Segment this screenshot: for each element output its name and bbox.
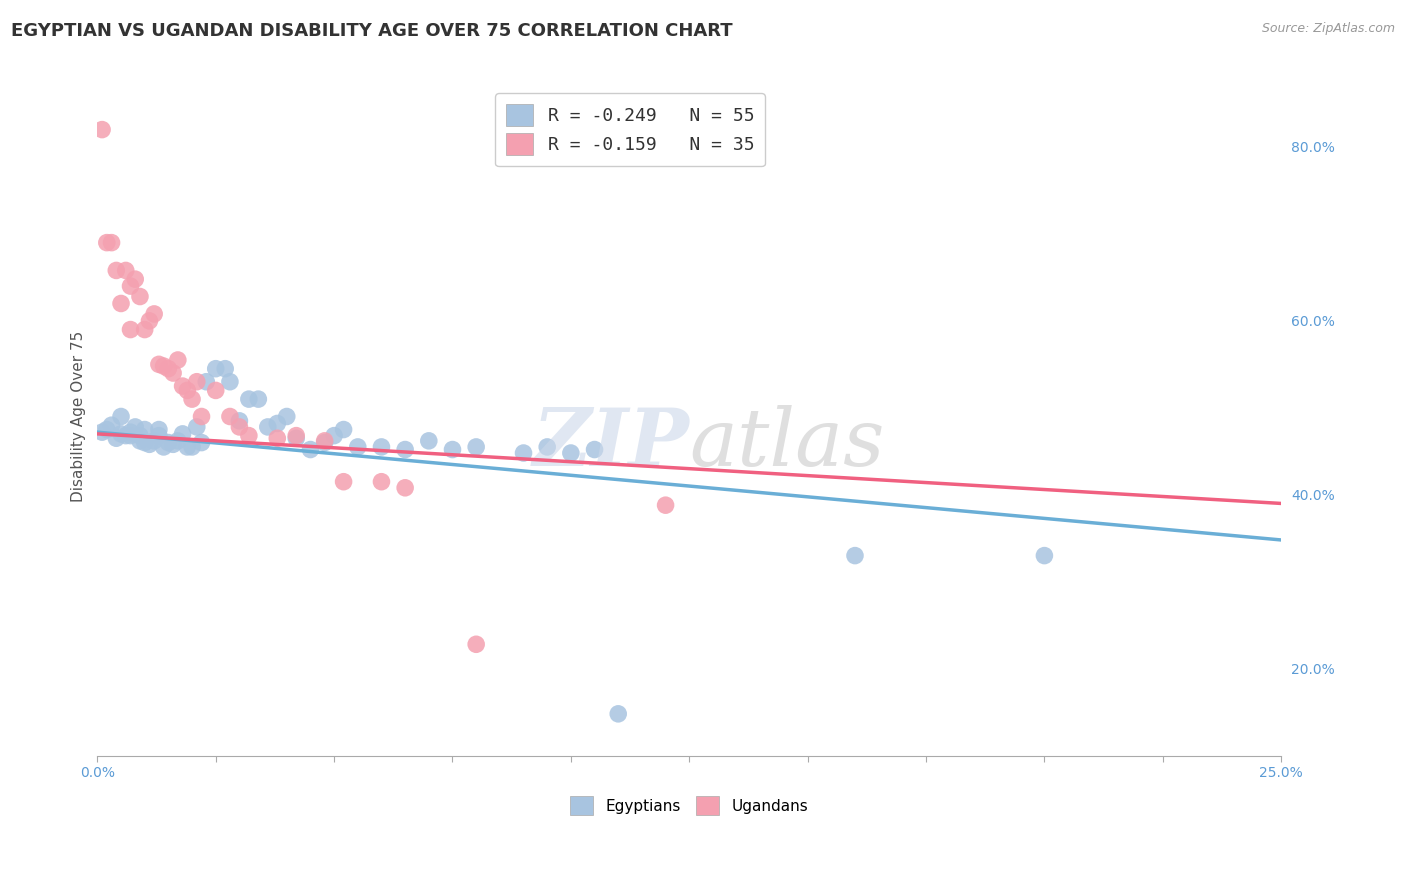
Point <box>394 442 416 457</box>
Point <box>204 361 226 376</box>
Point <box>266 431 288 445</box>
Point <box>228 414 250 428</box>
Point <box>238 392 260 406</box>
Point <box>181 392 204 406</box>
Point <box>124 272 146 286</box>
Point <box>143 434 166 448</box>
Point <box>219 375 242 389</box>
Point <box>332 475 354 489</box>
Point <box>110 409 132 424</box>
Point <box>465 440 488 454</box>
Point <box>120 428 142 442</box>
Point <box>285 431 308 445</box>
Point <box>148 423 170 437</box>
Point <box>96 423 118 437</box>
Legend: Egyptians, Ugandans: Egyptians, Ugandans <box>562 789 815 822</box>
Point <box>124 420 146 434</box>
Point <box>247 392 270 406</box>
Point <box>332 423 354 437</box>
Point <box>152 440 174 454</box>
Point <box>148 357 170 371</box>
Point <box>266 417 288 431</box>
Point <box>148 428 170 442</box>
Point <box>186 420 208 434</box>
Point <box>91 425 114 439</box>
Point <box>394 481 416 495</box>
Point <box>100 418 122 433</box>
Point <box>166 434 188 448</box>
Y-axis label: Disability Age Over 75: Disability Age Over 75 <box>72 331 86 502</box>
Point <box>96 235 118 250</box>
Point <box>105 263 128 277</box>
Point <box>195 375 218 389</box>
Point <box>228 420 250 434</box>
Point <box>129 289 152 303</box>
Point <box>172 426 194 441</box>
Point <box>654 498 676 512</box>
Point <box>238 428 260 442</box>
Point <box>105 431 128 445</box>
Point <box>120 322 142 336</box>
Point <box>181 440 204 454</box>
Point <box>441 442 464 457</box>
Point <box>176 384 198 398</box>
Point <box>120 279 142 293</box>
Point <box>418 434 440 448</box>
Point <box>256 420 278 434</box>
Point <box>157 435 180 450</box>
Point <box>138 314 160 328</box>
Point <box>370 440 392 454</box>
Point <box>120 425 142 439</box>
Point <box>607 706 630 721</box>
Point <box>299 442 322 457</box>
Point <box>512 446 534 460</box>
Point <box>583 442 606 457</box>
Point <box>285 428 308 442</box>
Point <box>276 409 298 424</box>
Point <box>536 440 558 454</box>
Point <box>114 263 136 277</box>
Point <box>129 434 152 448</box>
Point <box>134 423 156 437</box>
Point <box>314 434 336 448</box>
Point <box>162 366 184 380</box>
Point <box>143 307 166 321</box>
Point <box>323 428 346 442</box>
Point <box>152 359 174 373</box>
Point <box>162 437 184 451</box>
Text: EGYPTIAN VS UGANDAN DISABILITY AGE OVER 75 CORRELATION CHART: EGYPTIAN VS UGANDAN DISABILITY AGE OVER … <box>11 22 733 40</box>
Point <box>166 353 188 368</box>
Point <box>314 435 336 450</box>
Point <box>172 379 194 393</box>
Point <box>204 384 226 398</box>
Point <box>114 428 136 442</box>
Point <box>134 322 156 336</box>
Point <box>219 409 242 424</box>
Point <box>465 637 488 651</box>
Point <box>91 122 114 136</box>
Point <box>214 361 236 376</box>
Point <box>346 440 368 454</box>
Point <box>157 361 180 376</box>
Point <box>110 426 132 441</box>
Text: Source: ZipAtlas.com: Source: ZipAtlas.com <box>1261 22 1395 36</box>
Point <box>138 437 160 451</box>
Point <box>370 475 392 489</box>
Point <box>100 235 122 250</box>
Point <box>1033 549 1056 563</box>
Text: atlas: atlas <box>689 405 884 483</box>
Point <box>190 435 212 450</box>
Point <box>110 296 132 310</box>
Point <box>129 428 152 442</box>
Point <box>134 435 156 450</box>
Point <box>560 446 582 460</box>
Text: ZIP: ZIP <box>533 405 689 483</box>
Point <box>176 440 198 454</box>
Point <box>844 549 866 563</box>
Point <box>186 375 208 389</box>
Point <box>190 409 212 424</box>
